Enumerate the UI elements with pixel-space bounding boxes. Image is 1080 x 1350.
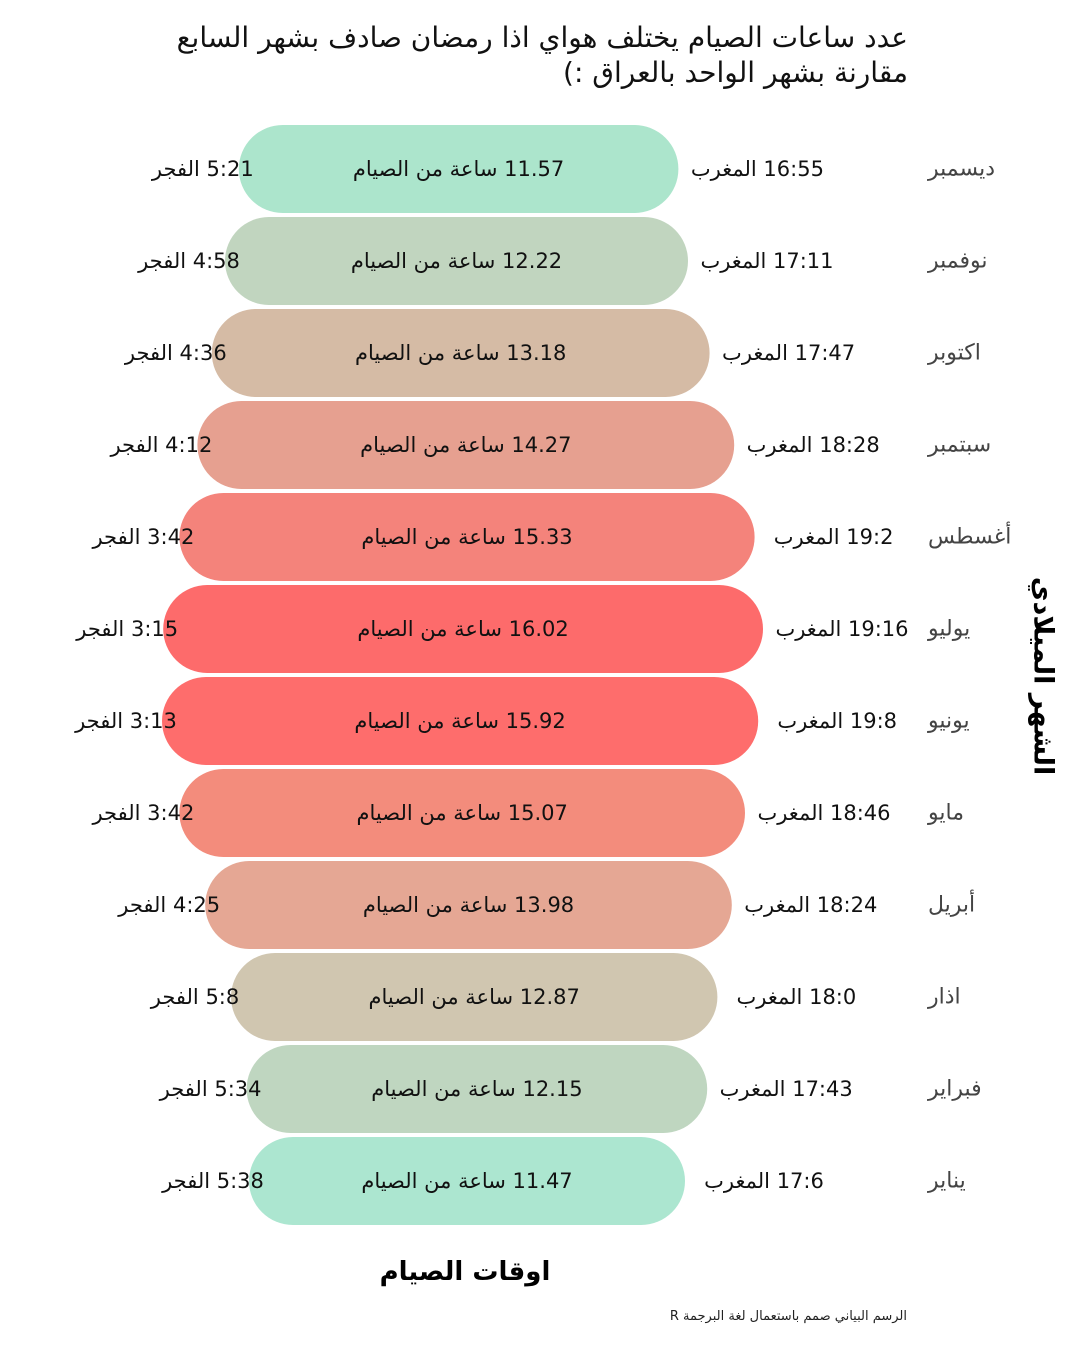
maghrib-time-label: 17:43 المغرب <box>720 1077 853 1101</box>
fajr-time-label: 5:38 الفجر <box>161 1169 264 1193</box>
y-axis-label: الشهر الميلادي <box>1027 576 1059 776</box>
maghrib-time-label: 18:28 المغرب <box>747 433 880 457</box>
fajr-time-label: 3:13 الفجر <box>74 709 177 733</box>
fajr-time-label: 5:21 الفجر <box>151 157 254 181</box>
chart-title: عدد ساعات الصيام يختلف هواي اذا رمضان صا… <box>40 20 908 90</box>
fasting-bar <box>162 677 759 765</box>
fasting-hours-label: 11.47 ساعة من الصيام <box>361 1169 572 1193</box>
fasting-bar <box>205 861 732 949</box>
month-tick-label: يوليو <box>927 617 970 642</box>
fasting-bar <box>246 1045 708 1133</box>
month-tick-label: نوفمبر <box>927 249 988 274</box>
fajr-time-label: 4:36 الفجر <box>124 341 227 365</box>
fasting-hours-label: 11.57 ساعة من الصيام <box>353 157 564 181</box>
fasting-hours-label: 12.22 ساعة من الصيام <box>351 249 562 273</box>
month-tick-label: أغسطس <box>928 522 1011 550</box>
fajr-time-label: 4:25 الفجر <box>117 893 220 917</box>
fajr-time-label: 5:8 الفجر <box>150 985 239 1009</box>
chart-title-line-2: مقارنة بشهر الواحد بالعراق :) <box>563 56 908 89</box>
month-tick-label: مايو <box>927 801 964 826</box>
maghrib-time-label: 19:8 المغرب <box>777 709 897 733</box>
month-tick-label: سبتمبر <box>927 433 991 458</box>
chart-caption: الرسم البياني صمم باستعمال لغة البرجمة R <box>669 1309 907 1324</box>
fasting-hours-label: 15.33 ساعة من الصيام <box>361 525 572 549</box>
maghrib-time-label: 18:46 المغرب <box>757 801 890 825</box>
fasting-hours-label: 16.02 ساعة من الصيام <box>357 617 568 641</box>
fasting-hours-label: 14.27 ساعة من الصيام <box>360 433 571 457</box>
fasting-bar <box>238 125 679 213</box>
fasting-hours-label: 13.18 ساعة من الصيام <box>355 341 566 365</box>
fasting-bar <box>179 493 755 581</box>
fasting-hours-label: 13.98 ساعة من الصيام <box>363 893 574 917</box>
fajr-time-label: 3:15 الفجر <box>75 617 178 641</box>
month-tick-label: فبراير <box>927 1077 982 1102</box>
month-tick-label: يونيو <box>927 709 970 734</box>
fasting-hours-label: 15.07 ساعة من الصيام <box>357 801 568 825</box>
maghrib-time-label: 16:55 المغرب <box>691 157 824 181</box>
fasting-bar <box>197 401 735 489</box>
fasting-hours-label: 12.87 ساعة من الصيام <box>369 985 580 1009</box>
month-tick-label: اذار <box>927 985 961 1010</box>
chart-title-line-1: عدد ساعات الصيام يختلف هواي اذا رمضان صا… <box>176 21 908 54</box>
x-axis-label: اوقات الصيام <box>379 1257 551 1287</box>
fasting-bar <box>211 309 710 397</box>
fasting-bar <box>225 217 688 305</box>
maghrib-time-label: 18:24 المغرب <box>744 893 877 917</box>
month-tick-label: أبريل <box>928 890 975 918</box>
fasting-hours-label: 15.92 ساعة من الصيام <box>354 709 565 733</box>
month-tick-label: يناير <box>927 1169 966 1194</box>
maghrib-time-label: 19:2 المغرب <box>774 525 894 549</box>
month-tick-label: ديسمبر <box>927 157 995 182</box>
maghrib-time-label: 18:0 المغرب <box>737 985 857 1009</box>
maghrib-time-label: 17:6 المغرب <box>704 1169 824 1193</box>
maghrib-time-label: 19:16 المغرب <box>775 617 908 641</box>
month-tick-label: اكتوبر <box>927 341 981 366</box>
fasting-bar <box>179 769 745 857</box>
maghrib-time-label: 17:11 المغرب <box>700 249 833 273</box>
fajr-time-label: 3:42 الفجر <box>91 525 194 549</box>
fasting-bar <box>231 953 718 1041</box>
fajr-time-label: 5:34 الفجر <box>159 1077 262 1101</box>
maghrib-time-label: 17:47 المغرب <box>722 341 855 365</box>
fasting-bar <box>249 1137 685 1225</box>
fasting-bar <box>163 585 763 673</box>
fajr-time-label: 4:12 الفجر <box>109 433 212 457</box>
fajr-time-label: 3:42 الفجر <box>91 801 194 825</box>
fajr-time-label: 4:58 الفجر <box>137 249 240 273</box>
fasting-hours-label: 12.15 ساعة من الصيام <box>371 1077 582 1101</box>
